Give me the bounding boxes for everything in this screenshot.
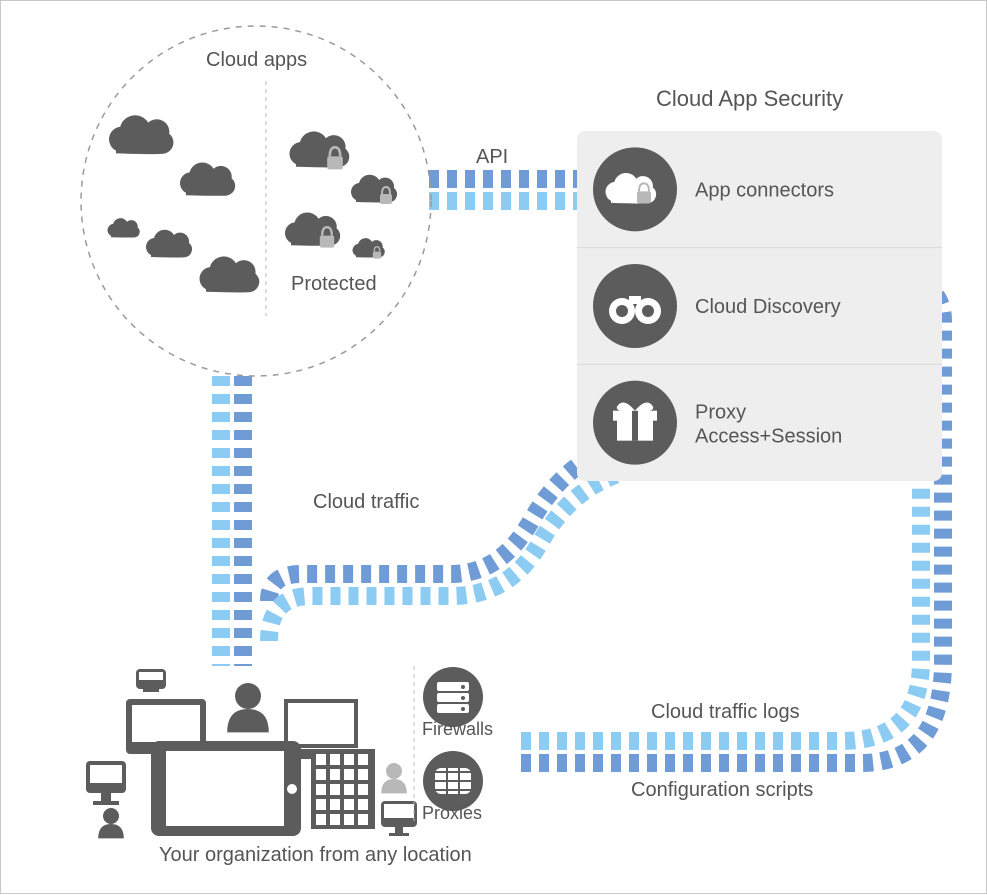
- panel-row-label: Cloud Discovery: [695, 296, 841, 318]
- cloud-lock-icon: [285, 213, 340, 248]
- panel-row-label: Proxy: [695, 402, 746, 424]
- panel-row-label2: Access+Session: [695, 426, 842, 448]
- cloud-app-security-panel: App connectors Cloud Discovery ProxyAccess…: [577, 131, 942, 481]
- label-cloud-traffic: Cloud traffic: [313, 491, 419, 514]
- cloud-lock-icon: [351, 175, 397, 204]
- label-panel-title: Cloud App Security: [656, 86, 843, 112]
- cloud-lock-icon: [290, 131, 350, 169]
- flow-proxy-dn: [269, 461, 663, 641]
- label-proxies: Proxies: [422, 803, 482, 824]
- panel-row-circle: [593, 264, 677, 348]
- cloud-icon: [108, 218, 140, 237]
- cloud-lock-icon: [353, 238, 385, 258]
- label-api: API: [476, 146, 508, 169]
- cloud-icon: [180, 163, 235, 196]
- label-org-footer: Your organization from any location: [159, 844, 472, 867]
- cloud-icon: [200, 256, 260, 292]
- organization-devices: [86, 669, 417, 838]
- cloud-icon: [109, 115, 173, 154]
- cloud-icon: [146, 230, 192, 258]
- label-config-scripts: Configuration scripts: [631, 779, 813, 802]
- diagram-svg: App connectors Cloud Discovery ProxyAccess…: [1, 1, 987, 895]
- label-cloud-apps: Cloud apps: [206, 49, 307, 72]
- clouds-protected: [285, 131, 397, 258]
- label-protected: Protected: [291, 273, 377, 296]
- diagram-frame: App connectors Cloud Discovery ProxyAccess…: [0, 0, 987, 894]
- panel-row-label: App connectors: [695, 179, 834, 201]
- label-firewalls: Firewalls: [422, 719, 493, 740]
- clouds-unprotected: [108, 115, 260, 292]
- label-traffic-logs: Cloud traffic logs: [651, 701, 800, 724]
